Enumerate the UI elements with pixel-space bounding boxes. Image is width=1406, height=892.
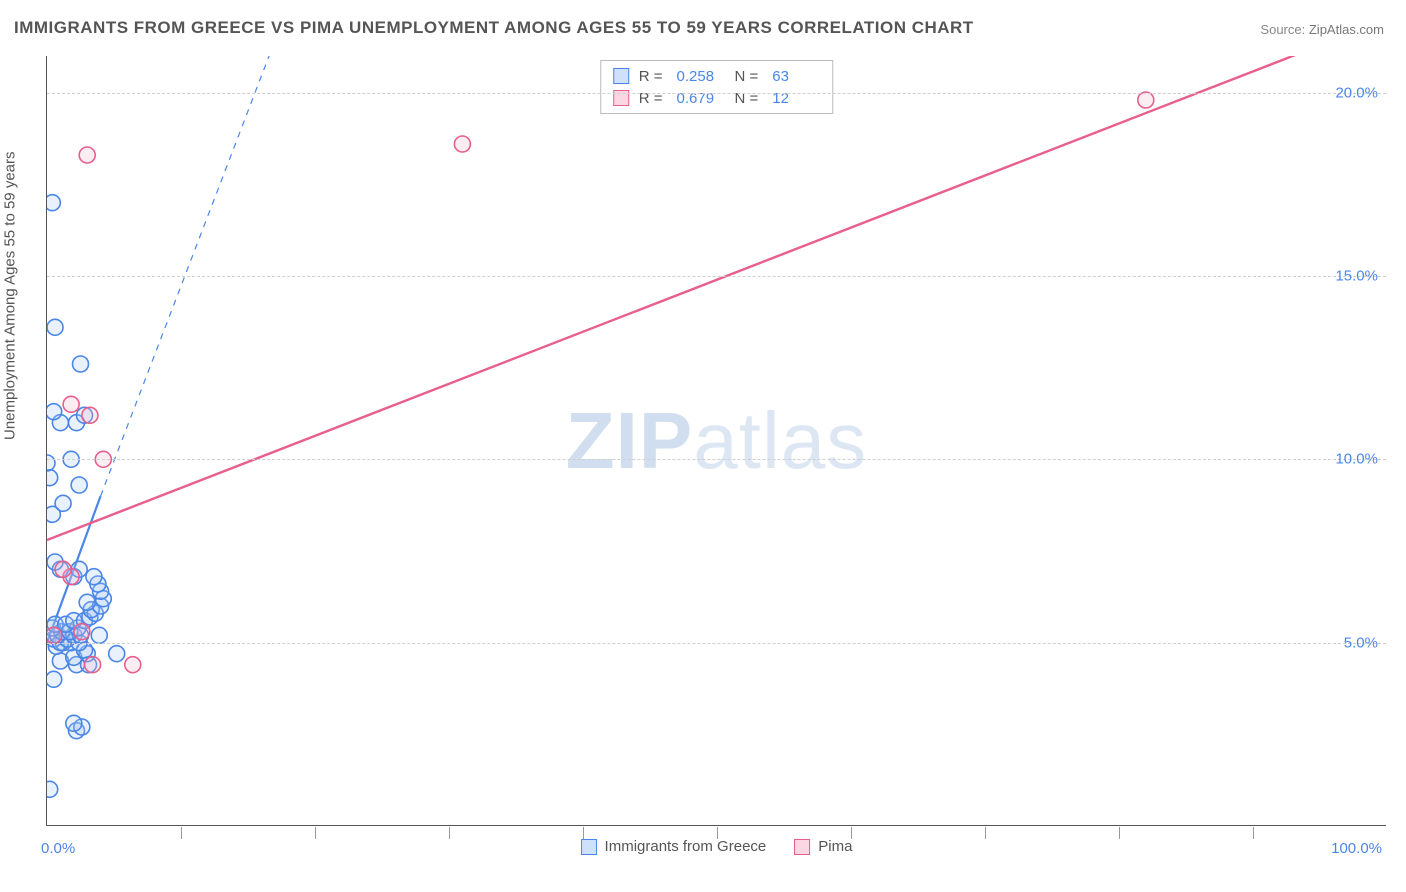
n-value-greece: 63 <box>772 68 820 85</box>
gridline-h <box>47 643 1386 644</box>
gridline-h <box>47 459 1386 460</box>
r-value-greece: 0.258 <box>677 68 725 85</box>
legend-series: Immigrants from Greece Pima <box>581 838 853 855</box>
legend-item-greece: Immigrants from Greece <box>581 838 767 855</box>
chart-title: IMMIGRANTS FROM GREECE VS PIMA UNEMPLOYM… <box>14 18 974 38</box>
plot-svg <box>47 56 1387 826</box>
x-minor-tick <box>315 827 316 839</box>
legend-row-greece: R = 0.258 N = 63 <box>613 65 821 87</box>
x-minor-tick <box>985 827 986 839</box>
y-tick-label: 5.0% <box>1344 634 1378 651</box>
source-value: ZipAtlas.com <box>1309 22 1384 37</box>
x-minor-tick <box>717 827 718 839</box>
x-minor-tick <box>851 827 852 839</box>
source-label: Source: <box>1260 22 1305 37</box>
x-minor-tick <box>1119 827 1120 839</box>
swatch-greece <box>613 68 629 84</box>
y-tick-label: 20.0% <box>1335 84 1378 101</box>
legend-row-pima: R = 0.679 N = 12 <box>613 87 821 109</box>
gridline-h <box>47 276 1386 277</box>
legend-item-pima: Pima <box>794 838 852 855</box>
x-minor-tick <box>583 827 584 839</box>
legend-correlation: R = 0.258 N = 63 R = 0.679 N = 12 <box>600 60 834 114</box>
x-tick-100: 100.0% <box>1331 840 1382 857</box>
r-label: R = <box>639 68 663 85</box>
y-tick-label: 15.0% <box>1335 268 1378 285</box>
x-minor-tick <box>1253 827 1254 839</box>
swatch-greece-b <box>581 839 597 855</box>
swatch-pima-b <box>794 839 810 855</box>
legend-label-pima: Pima <box>818 838 852 855</box>
gridline-h <box>47 93 1386 94</box>
x-tick-0: 0.0% <box>41 840 75 857</box>
x-minor-tick <box>449 827 450 839</box>
legend-label-greece: Immigrants from Greece <box>605 838 767 855</box>
y-tick-label: 10.0% <box>1335 451 1378 468</box>
y-axis-label: Unemployment Among Ages 55 to 59 years <box>2 151 19 440</box>
chart-plot-area: ZIPatlas R = 0.258 N = 63 R = 0.679 N = … <box>46 56 1386 826</box>
x-minor-tick <box>181 827 182 839</box>
source-attribution: Source: ZipAtlas.com <box>1260 22 1384 37</box>
n-label: N = <box>735 68 759 85</box>
